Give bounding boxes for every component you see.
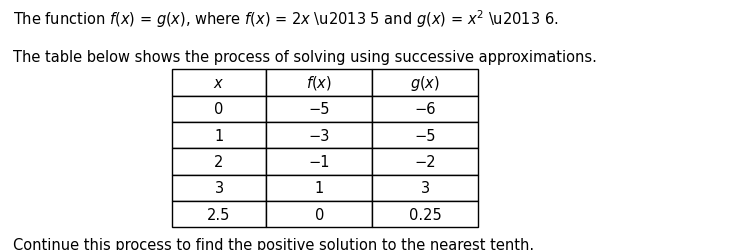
Text: 0.25: 0.25 [409,207,442,222]
Text: $g$($x$): $g$($x$) [410,74,440,92]
Bar [266,175,372,201]
Text: −3: −3 [309,128,330,143]
Text: 0: 0 [315,207,324,222]
Text: 3: 3 [420,181,430,196]
Text: The table below shows the process of solving using successive approximations.: The table below shows the process of sol… [13,50,597,65]
Text: −1: −1 [309,154,330,169]
Text: Continue this process to find the positive solution to the nearest tenth.: Continue this process to find the positi… [13,238,534,250]
Text: −5: −5 [309,102,330,117]
Text: 2: 2 [215,154,223,169]
Bar [266,96,372,122]
Text: −2: −2 [415,154,436,169]
Text: −5: −5 [415,128,436,143]
Text: 3: 3 [215,181,223,196]
Bar [372,175,478,201]
Bar [172,70,266,96]
Bar [372,201,478,228]
Bar [372,149,478,175]
Bar [172,201,266,228]
Bar [266,70,372,96]
Bar [266,149,372,175]
Bar [372,70,478,96]
Bar [172,122,266,149]
Text: $f$($x$): $f$($x$) [307,74,332,92]
Bar [172,149,266,175]
Text: 1: 1 [315,181,324,196]
Bar [172,96,266,122]
Text: The function $f$($x$) = $g$($x$), where $f$($x$) = 2$x$ \u2013 5 and $g$($x$) = : The function $f$($x$) = $g$($x$), where … [13,9,558,30]
Text: 0: 0 [215,102,223,117]
Text: 2.5: 2.5 [207,207,231,222]
Bar [372,96,478,122]
Text: $x$: $x$ [213,76,225,90]
Bar [266,122,372,149]
Bar [266,201,372,228]
Text: −6: −6 [415,102,436,117]
Bar [172,175,266,201]
Bar [372,122,478,149]
Text: 1: 1 [215,128,223,143]
